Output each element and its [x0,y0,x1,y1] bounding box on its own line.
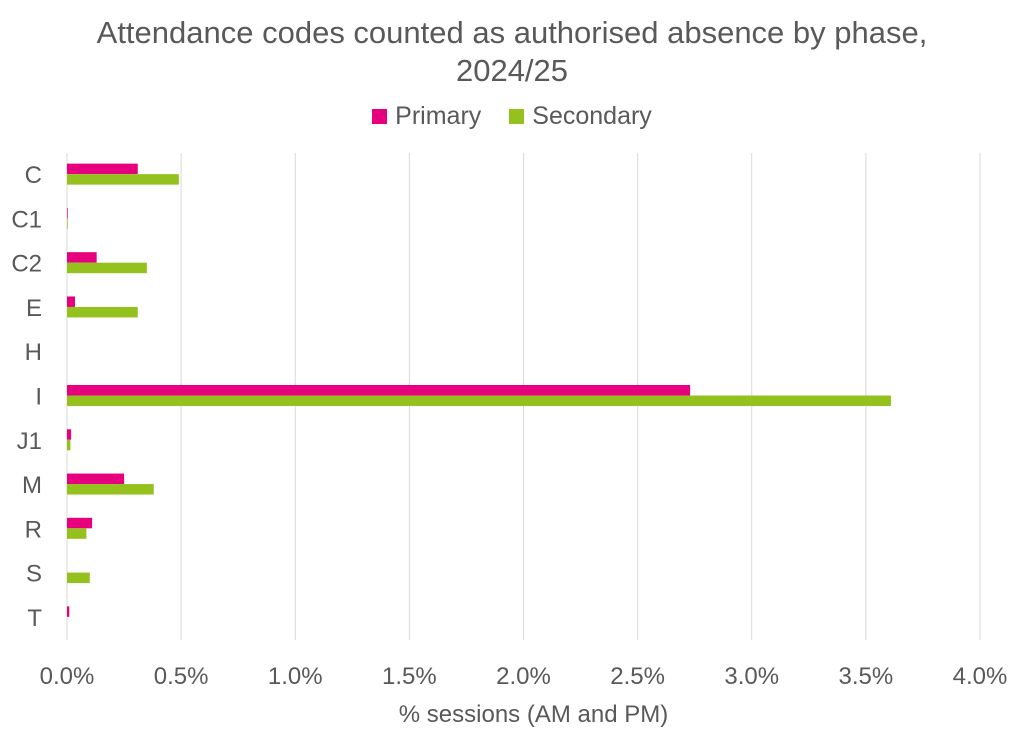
y-tick-label: J1 [17,428,42,455]
legend: Primary Secondary [0,102,1024,131]
bar-secondary [67,395,891,406]
bar-primary [67,385,691,396]
x-tick-label: 4.0% [953,663,1008,690]
y-tick-label: S [26,561,42,588]
bar-primary [67,517,93,529]
legend-label-primary: Primary [395,102,482,130]
x-tick-label: 2.0% [496,663,551,690]
bar-primary [67,429,72,440]
y-tick-label: C1 [11,206,42,233]
bar-secondary [67,218,68,229]
x-tick-label: 2.5% [610,663,665,690]
bar-secondary [67,484,154,495]
legend-swatch-secondary [509,109,525,124]
bar-primary [67,606,70,617]
y-tick-label: H [25,339,42,366]
y-tick-label: I [35,384,42,411]
bar-secondary [67,572,90,584]
y-tick-label: C [25,162,42,189]
y-tick-label: C2 [11,251,42,278]
bar-secondary [67,306,138,318]
bar-secondary [67,439,71,451]
bar-secondary [67,262,147,274]
bar-primary [67,252,97,263]
bar-primary [67,207,68,219]
bar-secondary [67,174,179,185]
bar-secondary [67,528,87,539]
chart-title: Attendance codes counted as authorised a… [96,15,928,88]
y-tick-label: R [25,516,42,543]
bar-primary [67,296,75,307]
legend-label-secondary: Secondary [532,102,652,130]
legend-item-primary: Primary [372,102,481,131]
x-tick-label: 3.5% [839,663,894,690]
x-tick-label: 3.0% [724,663,779,690]
legend-swatch-primary [372,109,388,124]
x-tick-label: 0.5% [154,663,209,690]
x-tick-label: 1.5% [382,663,437,690]
legend-item-secondary: Secondary [509,102,652,131]
x-tick-label: 0.0% [40,663,95,690]
y-tick-label: T [27,605,42,632]
x-tick-label: 1.0% [268,663,323,690]
bar-primary [67,473,125,485]
y-tick-label: M [22,472,42,499]
x-axis-title: % sessions (AM and PM) [399,701,668,728]
bar-primary [67,163,138,175]
y-tick-label: E [26,295,42,322]
